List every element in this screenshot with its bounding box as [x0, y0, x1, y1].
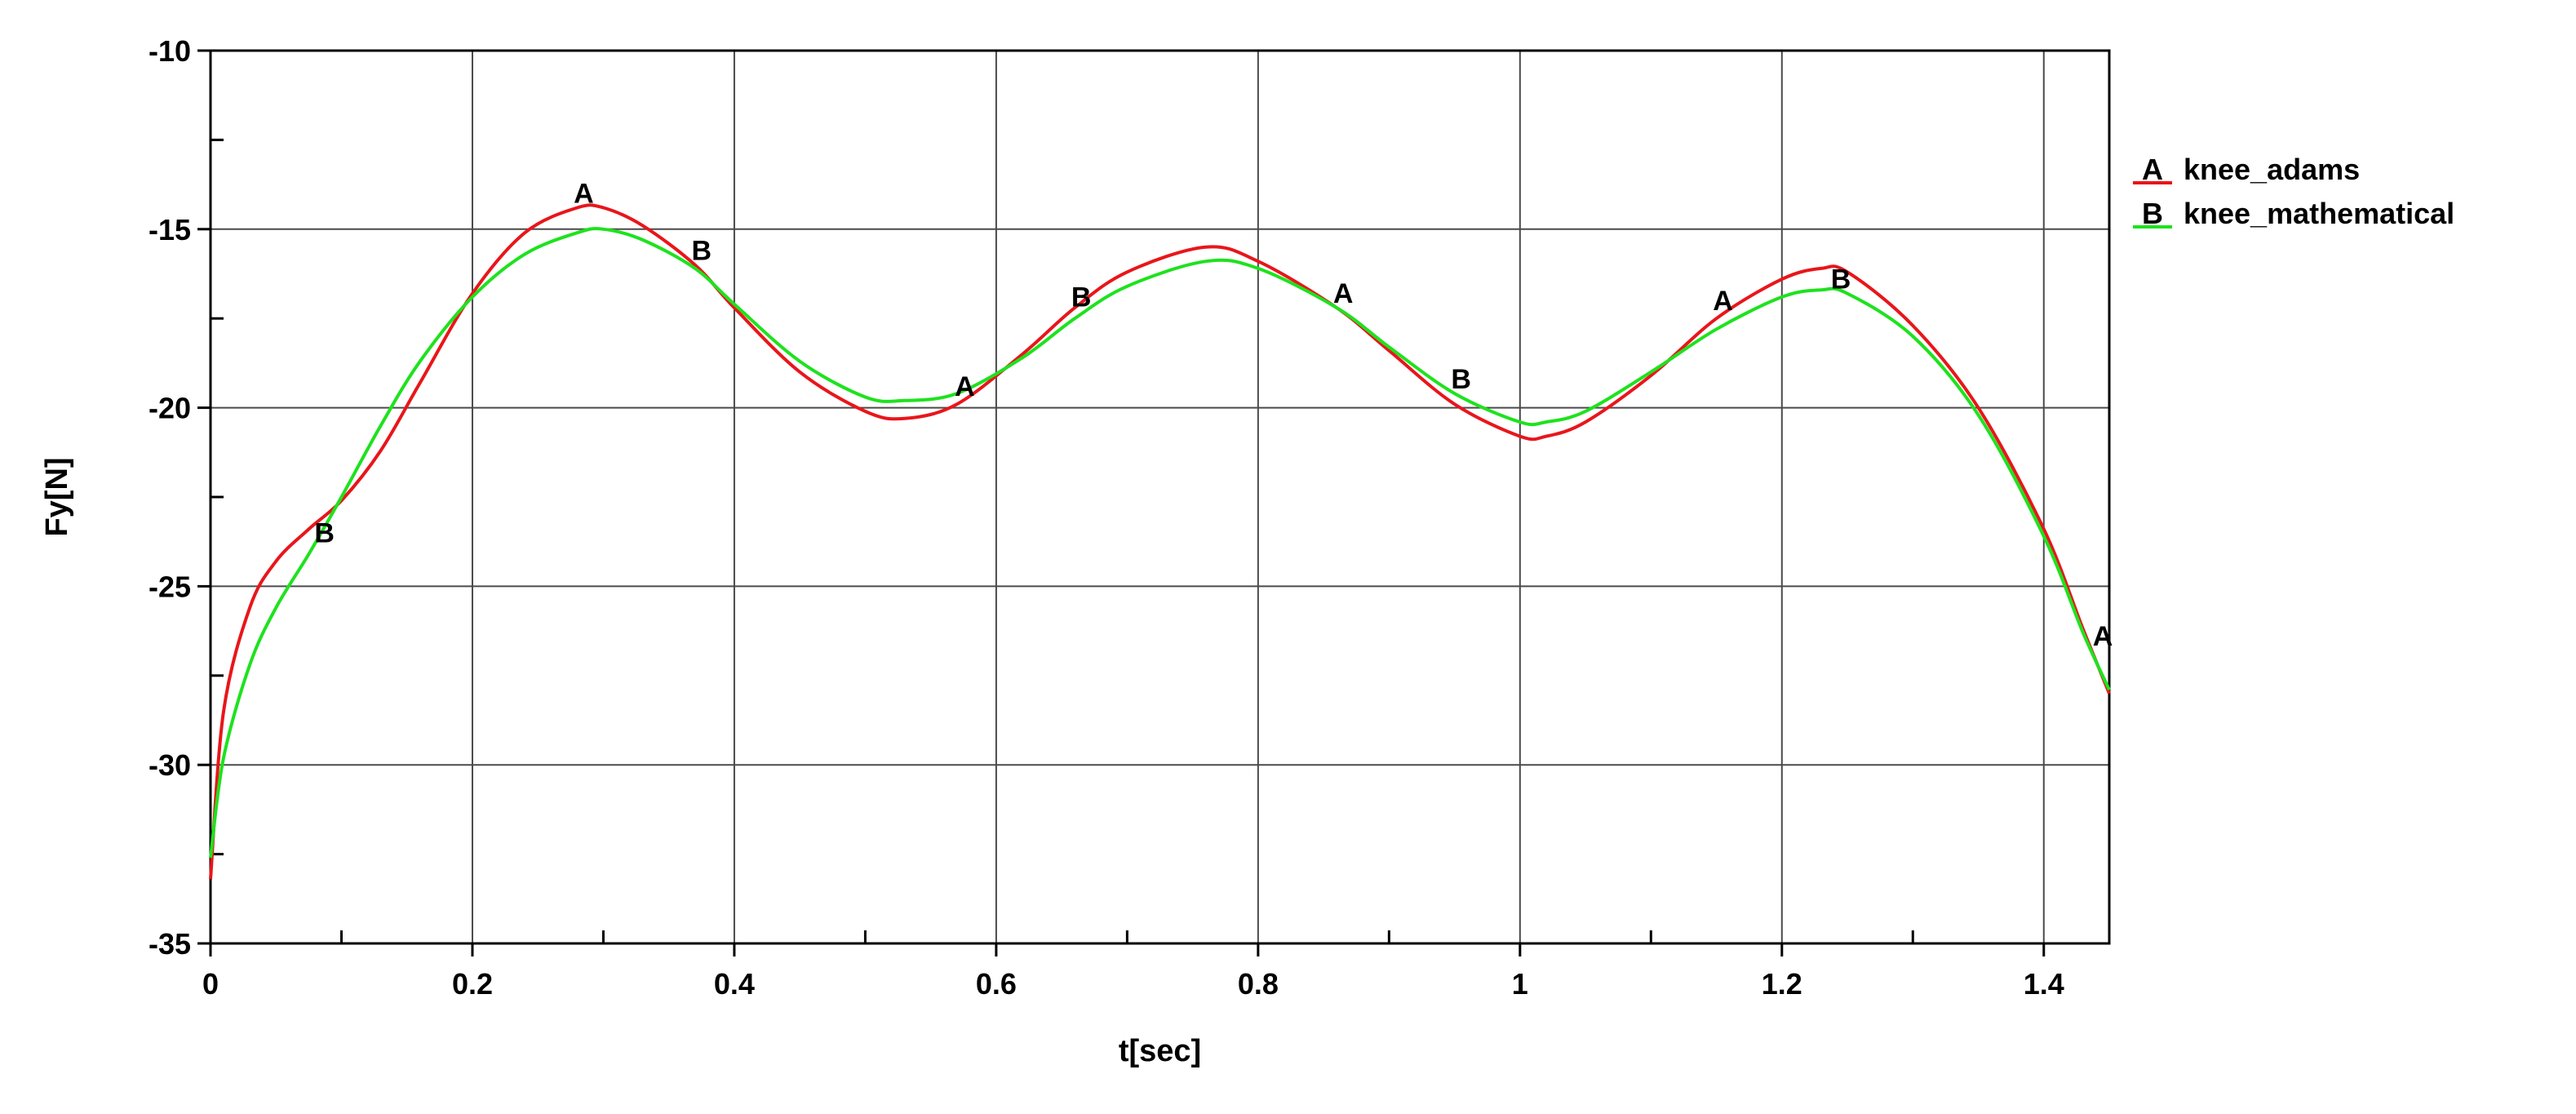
- curve-marker-b: B: [1451, 364, 1471, 395]
- series-lines: [209, 203, 2111, 880]
- axis-ticks: 0 0.2 0.4 0.6 0.8 1 1.2 1.4 -35 -30 -25 -20 -15 -10: [149, 34, 2064, 1001]
- y-tick-label: -25: [149, 570, 191, 603]
- plot-area-frame: [209, 49, 2111, 945]
- legend-item-knee-adams: A knee_adams: [2133, 153, 2360, 186]
- x-tick-label: 0.8: [1238, 967, 1279, 1001]
- curve-marker-a: A: [2093, 621, 2113, 652]
- series-line-knee-adams: [209, 203, 2111, 880]
- x-axis-title: t[sec]: [1119, 1034, 1201, 1068]
- y-axis-title: Fy[N]: [40, 457, 74, 536]
- grid: [211, 51, 2109, 943]
- legend: A knee_adams B knee_mathematical: [2133, 153, 2454, 230]
- curve-marker-a: A: [574, 179, 594, 210]
- legend-label-knee-adams: knee_adams: [2184, 153, 2360, 186]
- x-tick-label: 0: [202, 967, 219, 1001]
- curve-marker-a: A: [955, 371, 975, 402]
- y-tick-label: -15: [149, 213, 191, 246]
- x-tick-label: 1.4: [2024, 967, 2064, 1001]
- x-tick-label: 0.4: [714, 967, 755, 1001]
- legend-item-knee-mathematical: B knee_mathematical: [2133, 197, 2454, 230]
- curve-marker-b: B: [692, 236, 712, 267]
- legend-marker-b: B: [2142, 197, 2163, 230]
- y-tick-label: -35: [149, 927, 191, 961]
- curve-marker-a: A: [1333, 278, 1354, 309]
- series-line-knee-mathematical: [209, 227, 2111, 859]
- legend-marker-a: A: [2142, 153, 2163, 186]
- y-tick-label: -20: [149, 392, 191, 425]
- x-tick-label: 1: [1512, 967, 1528, 1001]
- curve-marker-b: B: [1071, 282, 1092, 313]
- curve-marker-b: B: [314, 517, 335, 548]
- curve-markers: A B B A B A B A B A: [314, 179, 2113, 653]
- x-tick-label: 0.6: [976, 967, 1017, 1001]
- x-tick-label: 1.2: [1762, 967, 1802, 1001]
- curve-marker-b: B: [1831, 264, 1851, 295]
- legend-label-knee-mathematical: knee_mathematical: [2184, 197, 2454, 230]
- curve-marker-a: A: [1713, 286, 1733, 317]
- x-tick-label: 0.2: [452, 967, 493, 1001]
- y-tick-label: -30: [149, 748, 191, 782]
- y-tick-label: -10: [149, 34, 191, 68]
